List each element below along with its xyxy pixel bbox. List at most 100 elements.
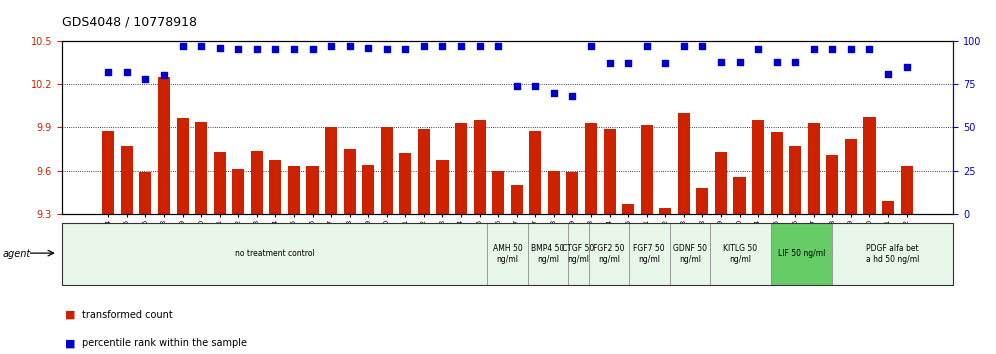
Text: FGF2 50
ng/ml: FGF2 50 ng/ml	[593, 244, 624, 264]
Text: KITLG 50
ng/ml: KITLG 50 ng/ml	[723, 244, 758, 264]
Bar	[528, 223, 569, 285]
Bar	[288, 166, 300, 214]
Point	[434, 43, 450, 49]
Point	[694, 43, 710, 49]
Bar	[363, 165, 374, 214]
Bar	[307, 166, 319, 214]
Point	[305, 46, 321, 52]
Bar	[629, 223, 669, 285]
Bar	[492, 171, 504, 214]
Text: AMH 50
ng/ml: AMH 50 ng/ml	[493, 244, 522, 264]
Text: transformed count: transformed count	[82, 310, 172, 320]
Point	[193, 43, 209, 49]
Bar	[845, 139, 857, 214]
Point	[397, 46, 413, 52]
Bar	[710, 223, 771, 285]
Point	[323, 43, 339, 49]
Text: FGF7 50
ng/ml: FGF7 50 ng/ml	[633, 244, 665, 264]
Bar	[529, 131, 542, 214]
Point	[212, 45, 228, 51]
Bar	[325, 127, 337, 214]
Bar	[121, 146, 132, 214]
Point	[602, 61, 618, 66]
Bar	[864, 117, 875, 214]
Bar	[882, 201, 894, 214]
Bar	[604, 129, 616, 214]
Point	[453, 43, 469, 49]
Bar	[733, 177, 746, 214]
Bar	[103, 131, 115, 214]
Bar	[232, 169, 244, 214]
Bar	[659, 208, 671, 214]
Point	[880, 71, 896, 76]
Point	[825, 46, 841, 52]
Point	[638, 43, 654, 49]
Point	[527, 83, 543, 88]
Point	[676, 43, 692, 49]
Point	[137, 76, 153, 82]
Text: BMP4 50
ng/ml: BMP4 50 ng/ml	[531, 244, 565, 264]
Point	[361, 45, 376, 51]
Point	[713, 59, 729, 64]
Point	[806, 46, 822, 52]
Point	[750, 46, 766, 52]
Bar	[176, 118, 188, 214]
Bar	[752, 120, 764, 214]
Point	[156, 73, 172, 78]
Point	[267, 46, 283, 52]
Bar	[827, 155, 839, 214]
Point	[416, 43, 432, 49]
Point	[249, 46, 265, 52]
Bar	[399, 154, 411, 214]
Point	[621, 61, 636, 66]
Bar	[640, 125, 652, 214]
Bar	[832, 223, 953, 285]
Text: percentile rank within the sample: percentile rank within the sample	[82, 338, 247, 348]
Bar	[589, 223, 629, 285]
Point	[898, 64, 914, 69]
Bar	[380, 127, 392, 214]
Bar	[269, 160, 282, 214]
Bar	[789, 146, 801, 214]
Text: agent: agent	[3, 249, 31, 259]
Bar	[585, 123, 597, 214]
Point	[509, 83, 525, 88]
Bar	[139, 172, 151, 214]
Point	[174, 43, 190, 49]
Bar	[418, 129, 430, 214]
Point	[657, 61, 673, 66]
Bar	[344, 149, 356, 214]
Point	[583, 43, 599, 49]
Text: LIF 50 ng/ml: LIF 50 ng/ml	[778, 250, 825, 258]
Bar	[487, 223, 528, 285]
Bar	[567, 172, 579, 214]
Bar	[771, 223, 832, 285]
Point	[843, 46, 859, 52]
Text: no treatment control: no treatment control	[235, 250, 315, 258]
Point	[732, 59, 748, 64]
Bar	[771, 132, 783, 214]
Bar	[900, 166, 912, 214]
Text: GDNF 50
ng/ml: GDNF 50 ng/ml	[672, 244, 707, 264]
Bar	[473, 120, 486, 214]
Bar	[62, 223, 487, 285]
Point	[101, 69, 117, 75]
Bar	[678, 113, 690, 214]
Bar	[715, 152, 727, 214]
Text: PDGF alfa bet
a hd 50 ng/ml: PDGF alfa bet a hd 50 ng/ml	[866, 244, 919, 264]
Bar	[669, 223, 710, 285]
Bar	[436, 160, 448, 214]
Bar	[622, 204, 634, 214]
Text: ■: ■	[65, 310, 76, 320]
Bar	[195, 122, 207, 214]
Point	[286, 46, 302, 52]
Point	[565, 93, 581, 99]
Point	[862, 46, 877, 52]
Bar	[455, 123, 467, 214]
Text: GDS4048 / 10778918: GDS4048 / 10778918	[62, 16, 197, 29]
Bar	[808, 123, 820, 214]
Bar	[214, 152, 226, 214]
Point	[472, 43, 488, 49]
Bar	[569, 223, 589, 285]
Bar	[696, 188, 708, 214]
